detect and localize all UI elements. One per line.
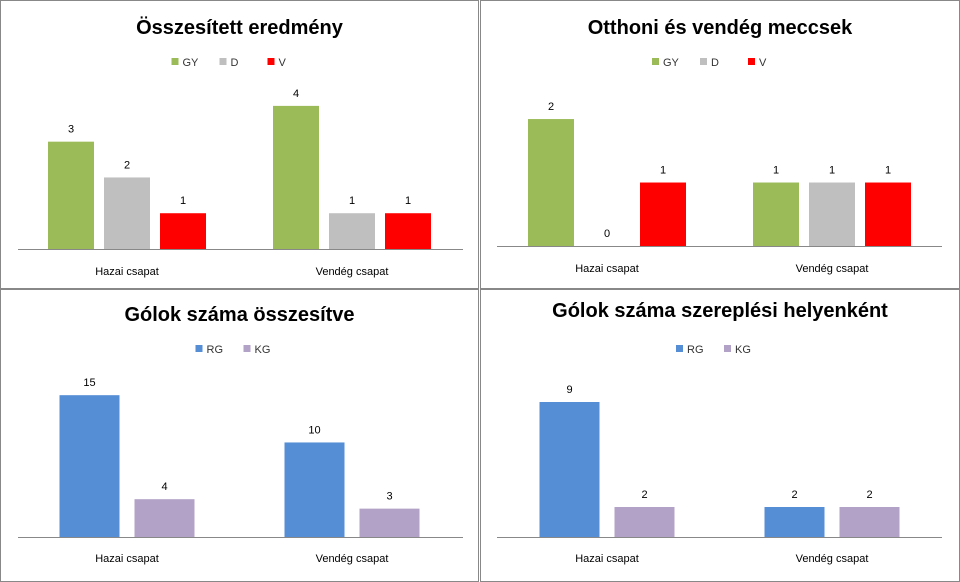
- bar: [385, 213, 431, 249]
- legend-label: KG: [735, 344, 751, 356]
- data-label: 2: [866, 489, 872, 501]
- legend-swatch: [171, 58, 179, 65]
- legend-swatch: [195, 345, 203, 352]
- chart-legend: GY D V: [652, 57, 767, 69]
- bar: [160, 213, 206, 249]
- data-label: 2: [791, 489, 797, 501]
- bar: [539, 402, 600, 537]
- bar: [59, 395, 120, 537]
- bar: [359, 508, 420, 537]
- bar: [48, 141, 94, 249]
- chart-svg: Otthoni és vendég meccsek GY D V 2 0 1 Hazai cs…: [497, 17, 942, 275]
- data-label: 10: [308, 424, 320, 436]
- category-label: Hazai csapat: [575, 553, 639, 565]
- data-label: 15: [83, 377, 95, 389]
- data-label: 2: [124, 159, 130, 171]
- data-label: 0: [604, 228, 610, 240]
- bar: [284, 442, 345, 537]
- legend-swatch: [267, 58, 275, 65]
- chart-panel-golok-osszesitve: Gólok száma összesítve RG KG 15 4 Hazai csapa…: [0, 289, 479, 582]
- chart-title: Összesített eredmény: [136, 16, 344, 39]
- chart-title: Otthoni és vendég meccsek: [588, 17, 853, 39]
- chart-legend: RG KG: [195, 344, 271, 356]
- legend-swatch: [243, 345, 251, 352]
- legend-label: RG: [687, 344, 704, 356]
- legend-swatch: [219, 58, 227, 65]
- bar: [809, 182, 855, 246]
- data-label: 2: [548, 101, 554, 113]
- chart-panel-osszesitett-eredmeny: Összesített eredmény GY D V 3 2 1 Hazai csapat 4…: [0, 0, 479, 289]
- chart-svg: Gólok száma szereplési helyenként RG KG 9 2 H…: [497, 300, 942, 565]
- data-label: 1: [405, 195, 411, 207]
- bar: [104, 177, 150, 249]
- chart-panel-golok-helyenkent: Gólok száma szereplési helyenként RG KG 9 2 H…: [480, 289, 960, 582]
- legend-label: D: [711, 57, 719, 69]
- chart-svg: Összesített eredmény GY D V 3 2 1 Hazai csapat 4…: [18, 16, 463, 278]
- bar: [329, 213, 375, 249]
- data-label: 1: [180, 195, 186, 207]
- legend-label: D: [231, 57, 239, 69]
- chart-legend: RG KG: [676, 344, 751, 356]
- data-label: 3: [386, 491, 392, 503]
- bar: [753, 182, 799, 246]
- legend-swatch: [724, 345, 731, 352]
- chart-legend: GY D V: [171, 57, 287, 69]
- category-label: Vendég csapat: [796, 553, 869, 565]
- category-label: Hazai csapat: [95, 266, 159, 278]
- legend-label: V: [279, 57, 287, 69]
- category-label: Vendég csapat: [796, 263, 869, 275]
- category-label: Hazai csapat: [95, 553, 159, 565]
- chart-title: Gólok száma szereplési helyenként: [552, 300, 888, 322]
- bar: [528, 119, 574, 246]
- bar: [839, 507, 900, 537]
- data-label: 4: [161, 481, 167, 493]
- chart-svg: Gólok száma összesítve RG KG 15 4 Hazai csapa…: [18, 304, 463, 565]
- bar: [640, 182, 686, 246]
- data-label: 1: [349, 195, 355, 207]
- bar: [764, 507, 825, 537]
- legend-swatch: [700, 58, 707, 65]
- legend-label: V: [759, 57, 767, 69]
- legend-label: KG: [255, 344, 271, 356]
- legend-swatch: [676, 345, 683, 352]
- category-label: Vendég csapat: [316, 553, 389, 565]
- data-label: 1: [773, 165, 779, 177]
- legend-label: GY: [663, 57, 680, 69]
- legend-label: GY: [183, 57, 200, 69]
- legend-swatch: [748, 58, 755, 65]
- data-label: 9: [566, 384, 572, 396]
- data-label: 1: [885, 165, 891, 177]
- chart-title: Gólok száma összesítve: [124, 304, 354, 326]
- category-label: Vendég csapat: [316, 266, 389, 278]
- data-label: 2: [641, 489, 647, 501]
- bar: [273, 105, 319, 249]
- data-label: 1: [829, 165, 835, 177]
- data-label: 4: [293, 88, 299, 100]
- data-label: 1: [660, 165, 666, 177]
- chart-panel-otthoni-es-vendeg: Otthoni és vendég meccsek GY D V 2 0 1 Hazai cs…: [480, 0, 960, 289]
- category-label: Hazai csapat: [575, 263, 639, 275]
- legend-label: RG: [207, 344, 224, 356]
- bar: [614, 507, 675, 537]
- data-label: 3: [68, 124, 74, 136]
- legend-swatch: [652, 58, 659, 65]
- bar: [134, 499, 195, 537]
- bar: [865, 182, 911, 246]
